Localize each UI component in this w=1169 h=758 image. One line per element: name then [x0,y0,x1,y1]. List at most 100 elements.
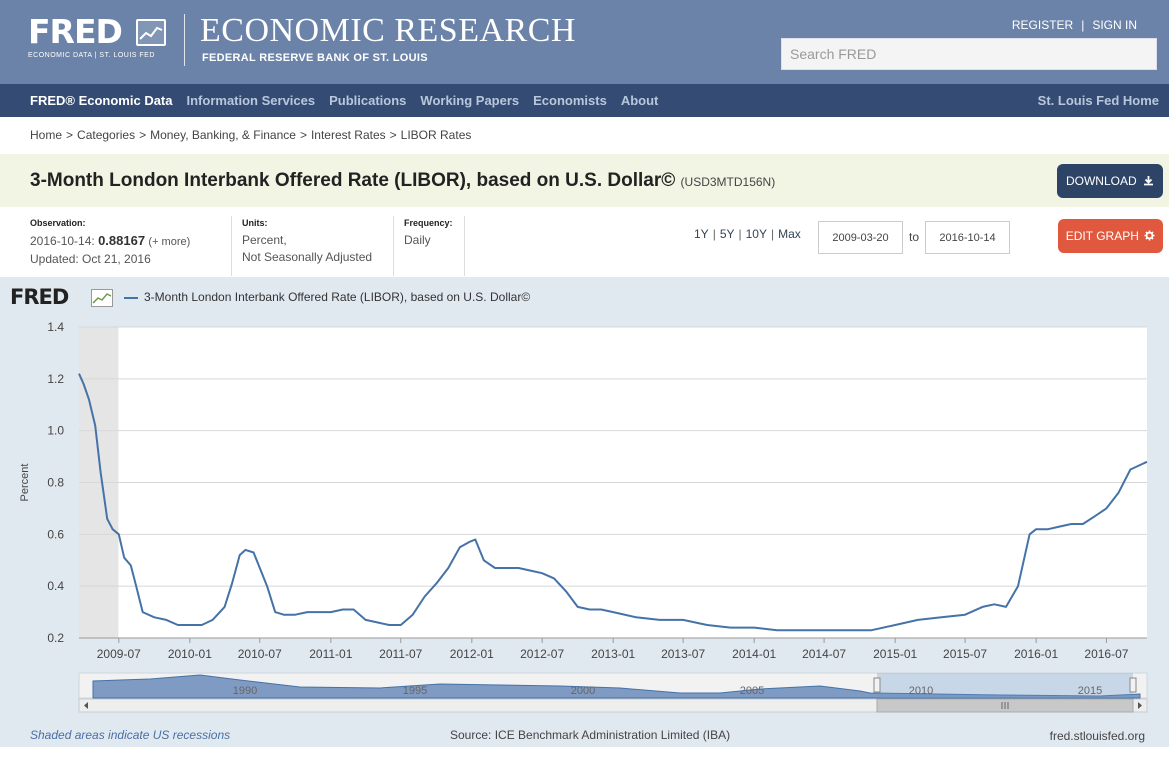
units-block: Units: Percent, Not Seasonally Adjusted [242,208,392,276]
scroll-left-arrow-icon [84,702,88,709]
range-max[interactable]: Max [778,227,801,241]
series-line [78,373,1148,632]
x-tick-label: 2012-07 [520,647,564,661]
x-tick-label: 2012-01 [450,647,494,661]
download-button[interactable]: DOWNLOAD [1057,164,1163,198]
frequency-block: Frequency: Daily [404,208,464,276]
range-separator: | [770,227,775,241]
x-tick-label: 2011-01 [309,647,352,661]
range-separator: | [712,227,716,241]
y-tick-label: 0.8 [47,476,64,490]
navigator-year-label: 1990 [233,685,257,697]
units-line-2: Not Seasonally Adjusted [242,250,373,264]
auth-separator: | [1081,18,1085,32]
range-selector: 1Y | 5Y | 10Y | Max [694,227,801,241]
updated-date: Updated: Oct 21, 2016 [30,252,151,266]
search-input[interactable] [781,38,1157,70]
breadcrumb-categories[interactable]: Categories [77,128,136,142]
legend-label: 3-Month London Interbank Offered Rate (L… [144,290,531,304]
range-5y[interactable]: 5Y [719,227,735,241]
meta-divider [393,216,394,276]
fred-chart-logo-icon [136,19,166,46]
nav-item-information-services[interactable]: Information Services [186,93,316,108]
meta-divider [231,216,232,276]
fred-logo[interactable]: FRED ECONOMIC DATA | ST. LOUIS FED [28,12,155,60]
site-link[interactable]: fred.stlouisfed.org [1049,729,1145,743]
register-link[interactable]: REGISTER [1011,18,1074,32]
units-value: Percent, Not Seasonally Adjusted [242,232,392,266]
breadcrumb: Home > Categories > Money, Banking, & Financ… [30,128,471,142]
breadcrumb-separator: > [139,128,147,142]
sign-in-link[interactable]: SIGN IN [1092,18,1137,32]
x-tick-label: 2015-01 [873,647,917,661]
main-nav: FRED® Economic Data Information Services… [0,84,1169,117]
units-line-1: Percent, [242,233,287,247]
nav-item-economists[interactable]: Economists [533,93,607,108]
navigator-year-label: 2000 [571,685,595,697]
nav-item-publications[interactable]: Publications [329,93,407,108]
x-tick-label: 2009-07 [97,647,141,661]
start-date-input[interactable] [818,221,903,254]
edit-graph-label: EDIT GRAPH [1065,229,1139,243]
site-subtitle: FEDERAL RESERVE BANK OF ST. LOUIS [202,52,428,64]
series-id: (USD3MTD156N) [680,175,776,189]
nav-item-about[interactable]: About [620,93,659,108]
navigator-year-label: 2010 [909,685,933,697]
site-title[interactable]: ECONOMIC RESEARCH [200,12,576,49]
header-divider [184,14,185,66]
navigator-year-label: 2005 [740,685,764,697]
frequency-value: Daily [404,233,431,247]
navigator-year-label: 1995 [403,685,427,697]
nav-item-st-louis-fed-home[interactable]: St. Louis Fed Home [1037,93,1159,108]
recessions-note[interactable]: Shaded areas indicate US recessions [30,728,231,742]
x-tick-label: 2014-01 [732,647,776,661]
nav-item-fred[interactable]: FRED® Economic Data [30,93,173,108]
breadcrumb-libor-rates[interactable]: LIBOR Rates [400,128,472,142]
download-button-label: DOWNLOAD [1065,174,1137,188]
breadcrumb-money-banking[interactable]: Money, Banking, & Finance [150,128,296,142]
site-header: FRED ECONOMIC DATA | ST. LOUIS FED ECONO… [0,0,1169,84]
date-range-to-label: to [909,230,920,244]
range-10y[interactable]: 10Y [745,227,767,241]
source-note: Source: ICE Benchmark Administration Lim… [450,728,731,742]
y-tick-label: 0.4 [47,579,64,593]
x-tick-label: 2010-01 [168,647,212,661]
edit-graph-button[interactable]: EDIT GRAPH [1058,219,1163,253]
y-tick-label: 0.2 [47,631,64,645]
x-tick-label: 2013-01 [591,647,635,661]
range-1y[interactable]: 1Y [694,227,709,241]
navigator-series-area [92,674,1141,699]
navigator-handle-left [873,677,881,693]
fred-logo-text: FRED [28,12,123,51]
nav-item-working-papers[interactable]: Working Papers [420,93,520,108]
meta-divider [464,216,465,276]
observation-more-link[interactable]: (+ more) [148,236,191,248]
breadcrumb-interest-rates[interactable]: Interest Rates [310,128,386,142]
end-date-input[interactable] [925,221,1010,254]
x-tick-label: 2015-07 [943,647,987,661]
download-icon [1144,176,1153,186]
y-tick-label: 1.0 [47,424,64,438]
x-tick-label: 2013-07 [661,647,705,661]
scrollbar-grip-icon [1001,702,1009,709]
observation-block: Observation: 2016-10-14: 0.88167 (+ more… [30,208,230,276]
legend-swatch [124,296,138,299]
series-title-band: 3-Month London Interbank Offered Rate (L… [0,154,1169,207]
range-separator: | [738,227,742,241]
graph-chart-logo-icon [91,289,113,307]
frequency-label: Frequency: [404,218,453,228]
units-label: Units: [242,218,268,228]
x-tick-label: 2016-07 [1084,647,1128,661]
breadcrumb-separator: > [299,128,307,142]
breadcrumb-home[interactable]: Home [30,128,63,142]
libor-line-chart[interactable]: 0.2 0.4 0.6 0.8 1.0 1.2 1.4 Percent 2009-07 2010-… [0,277,1169,722]
chart-legend[interactable]: 3-Month London Interbank Offered Rate (L… [124,290,530,304]
observation-label: Observation: [30,218,86,228]
scroll-right-arrow-icon [1138,702,1142,709]
x-tick-label: 2011-07 [379,647,422,661]
x-tick-label: 2010-07 [238,647,282,661]
y-tick-label: 1.2 [47,372,64,386]
auth-links: REGISTER | SIGN IN [1012,18,1137,32]
x-tick-label: 2016-01 [1014,647,1058,661]
observation-date: 2016-10-14: [30,234,95,248]
